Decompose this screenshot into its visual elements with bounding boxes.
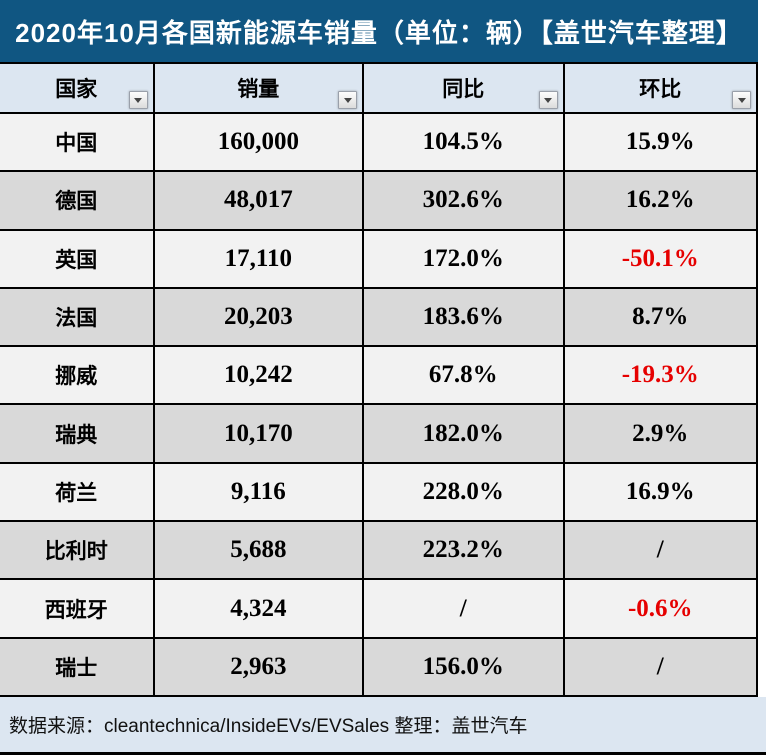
footer: 数据来源：cleantechnica/InsideEVs/EVSales 整理：… [0, 696, 766, 755]
mom-cell: / [562, 522, 756, 579]
filter-button-country[interactable] [128, 91, 148, 109]
header-label-yoy: 同比 [442, 77, 485, 101]
sales-cell: 9,116 [152, 463, 362, 521]
country-cell: 比利时 [44, 539, 108, 564]
page-title: 2020年10月各国新能源车销量（单位：辆）【盖世汽车整理】 [15, 17, 743, 48]
table-body: 中国 160,000 104.5% 15.9% 德国 48,017 302.6%… [0, 114, 756, 697]
mom-cell: 2.9% [562, 405, 756, 462]
table-row: 英国 17,110 172.0% -50.1% [0, 230, 756, 289]
country-cell: 荷兰 [55, 480, 98, 505]
mom-cell: 15.9% [562, 114, 756, 171]
sales-cell: 10,170 [152, 405, 362, 462]
yoy-cell: 182.0% [362, 405, 562, 462]
footer-text: 数据来源：cleantechnica/InsideEVs/EVSales 整理：… [9, 715, 528, 737]
yoy-cell: 172.0% [362, 230, 562, 287]
yoy-cell: 156.0% [362, 638, 562, 695]
table-row: 法国 20,203 183.6% 8.7% [0, 288, 756, 348]
mom-cell: -19.3% [562, 347, 756, 404]
country-cell: 英国 [55, 247, 98, 272]
yoy-cell: 223.2% [362, 522, 562, 579]
header-cell-country: 国家 [0, 64, 153, 112]
table-header-row: 国家 销量 同比 环比 [0, 62, 756, 114]
sales-cell: 5,688 [152, 522, 362, 579]
yoy-cell: 104.5% [362, 114, 562, 171]
header-cell-yoy: 同比 [362, 64, 562, 112]
mom-cell: 16.9% [562, 463, 756, 521]
yoy-cell: 302.6% [362, 172, 562, 229]
sales-cell: 160,000 [152, 114, 362, 171]
country-cell: 瑞典 [55, 422, 98, 447]
yoy-cell: 67.8% [362, 347, 562, 404]
header-label-country: 国家 [55, 77, 98, 101]
mom-cell: / [562, 638, 756, 695]
sales-cell: 20,203 [152, 288, 362, 346]
country-cell: 挪威 [55, 364, 98, 389]
sales-table: 国家 销量 同比 环比 中国 160,000 104.5% [0, 62, 758, 697]
filter-button-yoy[interactable] [538, 91, 558, 109]
country-cell: 西班牙 [44, 597, 108, 622]
country-cell: 德国 [55, 189, 98, 214]
table-row: 挪威 10,242 67.8% -19.3% [0, 347, 756, 406]
country-cell: 法国 [55, 306, 98, 331]
table-row: 德国 48,017 302.6% 16.2% [0, 172, 756, 231]
filter-button-sales[interactable] [338, 91, 358, 109]
header-cell-sales: 销量 [152, 64, 362, 112]
table-row: 瑞典 10,170 182.0% 2.9% [0, 405, 756, 464]
filter-dropdown-icon [343, 97, 352, 103]
filter-dropdown-icon [134, 97, 143, 103]
table-row: 瑞士 2,963 156.0% / [0, 638, 756, 697]
filter-button-mom[interactable] [732, 91, 751, 109]
yoy-cell: 183.6% [362, 288, 562, 346]
table-row: 荷兰 9,116 228.0% 16.9% [0, 463, 756, 523]
mom-cell: -50.1% [562, 230, 756, 287]
sales-cell: 10,242 [152, 347, 362, 404]
sales-cell: 48,017 [152, 172, 362, 229]
header-label-sales: 销量 [237, 77, 280, 101]
sales-cell: 2,963 [152, 638, 362, 695]
sales-cell: 17,110 [152, 230, 362, 287]
title-bar: 2020年10月各国新能源车销量（单位：辆）【盖世汽车整理】 [0, 0, 758, 62]
table-row: 中国 160,000 104.5% 15.9% [0, 114, 756, 173]
header-label-mom: 环比 [639, 77, 682, 101]
table-row: 比利时 5,688 223.2% / [0, 522, 756, 581]
mom-cell: 8.7% [562, 288, 756, 346]
sales-cell: 4,324 [152, 580, 362, 637]
filter-dropdown-icon [737, 97, 746, 103]
country-cell: 中国 [55, 131, 98, 156]
filter-dropdown-icon [544, 97, 553, 103]
country-cell: 瑞士 [55, 655, 98, 680]
yoy-cell: 228.0% [362, 463, 562, 521]
mom-cell: -0.6% [562, 580, 756, 637]
table-row: 西班牙 4,324 / -0.6% [0, 580, 756, 639]
mom-cell: 16.2% [562, 172, 756, 229]
yoy-cell: / [362, 580, 562, 637]
header-cell-mom: 环比 [562, 64, 756, 112]
